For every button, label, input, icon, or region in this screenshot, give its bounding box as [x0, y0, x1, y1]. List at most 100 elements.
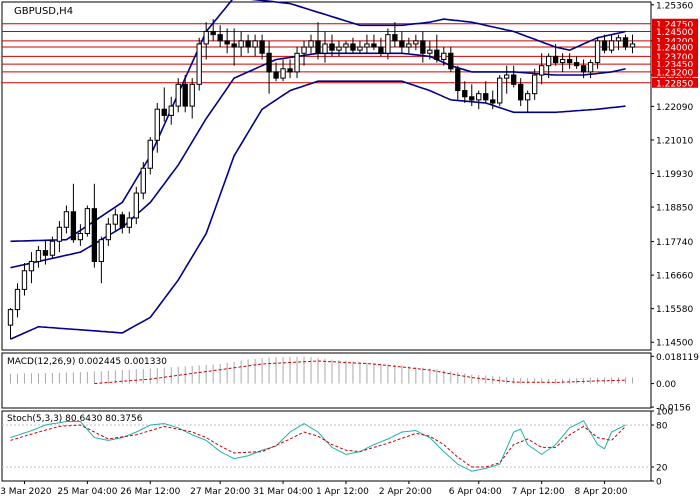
candle-body [189, 83, 195, 107]
candle-body [434, 49, 440, 60]
stochastic-tick-label: 20 [656, 464, 668, 474]
candle-body [161, 108, 167, 116]
candle [608, 34, 615, 54]
level-tags: 1.247501.245001.242001.240001.237001.234… [652, 18, 698, 89]
candle-body [63, 211, 70, 228]
stochastic-tick-label: 0 [656, 478, 662, 488]
candle [217, 25, 223, 48]
candle [266, 40, 272, 94]
price-pane-frame [1, 1, 652, 351]
candle-body [601, 40, 608, 51]
candle [413, 34, 419, 51]
time-tick-label: 27 Mar 20:00 [190, 487, 250, 497]
level-tag-label: 1.24500 [656, 28, 693, 38]
candle-body [49, 240, 56, 256]
price-tick-label: 1.14500 [656, 339, 693, 349]
candle-body [587, 62, 594, 73]
candle-body [371, 43, 377, 48]
candle [70, 183, 77, 243]
time-tick-label: 6 Apr 04:00 [449, 487, 502, 497]
candle-body [273, 71, 279, 79]
candle [504, 65, 510, 94]
candle [224, 28, 230, 54]
candle [91, 183, 98, 268]
candle [531, 68, 538, 100]
candle-body [168, 105, 174, 116]
candle-body [252, 40, 258, 48]
stochastic-tick-label: 100 [656, 408, 673, 418]
level-tag [652, 18, 698, 29]
candle [105, 217, 112, 246]
candle-body [42, 250, 49, 256]
candle-body [615, 37, 622, 42]
symbol-title: GBPUSD,H4 [14, 6, 73, 17]
price-tick-label: 1.21010 [656, 136, 693, 146]
candle [371, 34, 377, 51]
candle-body [538, 65, 545, 76]
candle-body [217, 34, 223, 42]
candle-body [511, 74, 517, 85]
level-tag-label: 1.22850 [656, 79, 693, 89]
candle-body [266, 52, 272, 73]
candle-body [469, 96, 475, 101]
candle [245, 34, 251, 54]
candle [35, 245, 42, 268]
candle-body [112, 214, 118, 225]
price-tick-label: 1.16660 [656, 272, 693, 282]
candle [518, 78, 524, 107]
macd-pane: 0.018119 0.00 -0.0156 MACD(12,26,9) 0.0024… [1, 352, 699, 414]
candle [427, 40, 433, 60]
candle-body [413, 40, 419, 45]
candle [168, 96, 174, 125]
candle [448, 47, 454, 72]
level-tag [652, 59, 698, 70]
macd-title: MACD(12,26,9) 0.002445 0.001330 [7, 357, 167, 367]
stochastic-pane: 100 80 20 0 Stoch(5,3,3) 80.6430 80.3756 [1, 408, 673, 488]
candle-body [552, 55, 559, 64]
candle-body [182, 83, 188, 107]
macd-tick-label: -0.0156 [656, 404, 691, 414]
candle-body [14, 288, 21, 311]
candle [420, 31, 426, 63]
candle [161, 87, 167, 122]
candle [329, 34, 335, 57]
candle-body [322, 43, 328, 54]
candle-body [427, 49, 433, 54]
candle [525, 90, 531, 113]
candle [21, 263, 28, 296]
candle-body [364, 43, 370, 48]
candle [252, 34, 258, 57]
candle-body [308, 40, 314, 48]
candle [182, 75, 188, 113]
candle [469, 84, 475, 107]
candle [559, 53, 566, 72]
candle [343, 40, 349, 54]
time-tick-label: 1 Apr 12:00 [316, 487, 369, 497]
candle-body [594, 40, 601, 64]
candle [189, 78, 195, 119]
candle-body [329, 43, 335, 51]
candle [315, 22, 321, 60]
price-tick-label: 1.18850 [656, 204, 693, 214]
level-tag [652, 42, 698, 53]
candle-body [566, 58, 573, 64]
candle [594, 37, 601, 69]
candle [511, 65, 517, 88]
candle-body [343, 43, 349, 48]
macd-pane-frame [1, 352, 652, 409]
candle [615, 34, 622, 51]
time-tick-label: 2 Apr 20:00 [379, 487, 432, 497]
candle [119, 211, 125, 234]
candle [455, 65, 461, 100]
candle-body [28, 260, 35, 272]
candle [587, 59, 594, 79]
macd-histogram [9, 356, 634, 384]
candle-body [147, 139, 153, 169]
candle [483, 81, 489, 103]
time-tick-label: 25 Mar 04:00 [57, 487, 117, 497]
candle-body [448, 52, 454, 70]
candle-body [21, 270, 28, 290]
candle-body [119, 214, 125, 228]
candle-body [84, 208, 91, 234]
